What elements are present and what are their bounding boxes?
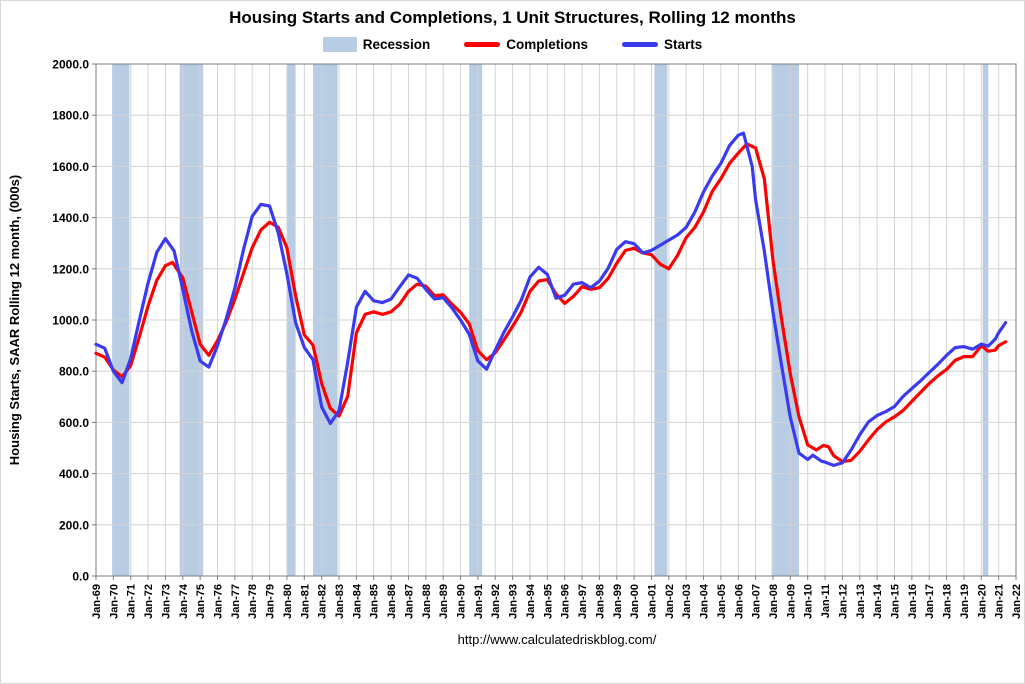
x-tick-label: Jan-12 [837, 584, 849, 619]
x-tick-label: Jan-83 [334, 584, 346, 619]
y-tick-label: 1600.0 [52, 160, 89, 174]
x-tick-label: Jan-88 [421, 584, 433, 619]
x-tick-label: Jan-84 [351, 583, 363, 619]
y-tick-label: 800.0 [59, 365, 89, 379]
x-tick-label: Jan-91 [473, 584, 485, 619]
x-tick-label: Jan-76 [213, 584, 225, 619]
x-tick-label: Jan-77 [230, 584, 242, 619]
x-tick-label: Jan-80 [282, 584, 294, 619]
chart-title: Housing Starts and Completions, 1 Unit S… [229, 8, 796, 27]
recession-swatch [322, 37, 357, 52]
x-tick-label: Jan-78 [247, 584, 259, 619]
x-tick-label: Jan-95 [542, 584, 554, 619]
x-tick-label: Jan-01 [646, 584, 658, 619]
legend-label-completions: Completions [506, 37, 589, 52]
source-url: http://www.calculatedriskblog.com/ [457, 632, 657, 647]
x-tick-label: Jan-73 [160, 584, 172, 619]
y-axis-title: Housing Starts, SAAR Rolling 12 month, (… [7, 175, 22, 465]
x-tick-label: Jan-19 [959, 584, 971, 619]
x-tick-label: Jan-97 [577, 584, 589, 619]
legend: Recession Completions Starts [1, 37, 1024, 52]
x-tick-label: Jan-20 [976, 584, 988, 619]
x-tick-label: Jan-99 [612, 584, 624, 619]
y-tick-label: 2000.0 [52, 58, 89, 72]
x-tick-label: Jan-86 [386, 584, 398, 619]
x-tick-label: Jan-74 [178, 583, 190, 619]
x-tick-label: Jan-79 [265, 584, 277, 619]
x-tick-label: Jan-11 [820, 584, 832, 618]
x-tick-label: Jan-09 [785, 584, 797, 619]
legend-label-recession: Recession [362, 37, 431, 52]
x-tick-label: Jan-98 [594, 584, 606, 619]
starts-swatch [622, 42, 659, 47]
x-tick-label: Jan-96 [560, 584, 572, 619]
completions-swatch [464, 42, 501, 47]
y-tick-label: 1200.0 [52, 262, 89, 276]
y-tick-label: 1800.0 [52, 109, 89, 123]
x-tick-label: Jan-82 [317, 584, 329, 619]
x-tick-label: Jan-92 [490, 584, 502, 619]
x-tick-label: Jan-07 [751, 584, 763, 619]
x-tick-label: Jan-85 [369, 584, 381, 619]
legend-item-completions: Completions [464, 37, 588, 52]
x-tick-label: Jan-90 [456, 584, 468, 619]
x-tick-label: Jan-93 [508, 584, 520, 619]
x-tick-label: Jan-69 [91, 584, 103, 619]
x-tick-label: Jan-04 [699, 583, 711, 619]
x-tick-label: Jan-08 [768, 584, 780, 619]
y-tick-label: 200.0 [59, 518, 89, 532]
x-tick-label: Jan-94 [525, 583, 537, 619]
x-tick-label: Jan-02 [664, 584, 676, 619]
x-tick-label: Jan-72 [143, 584, 155, 619]
x-tick-label: Jan-71 [126, 584, 138, 619]
x-tick-label: Jan-70 [108, 584, 120, 619]
x-tick-label: Jan-89 [438, 584, 450, 619]
x-tick-label: Jan-22 [1011, 584, 1023, 619]
x-tick-label: Jan-13 [855, 584, 867, 619]
plot-border [95, 63, 1017, 577]
x-tick-label: Jan-14 [872, 583, 884, 619]
legend-label-starts: Starts [664, 37, 703, 52]
legend-item-recession: Recession [322, 37, 431, 52]
starts-line [94, 131, 1008, 467]
y-tick-label: 1400.0 [52, 211, 89, 225]
y-tick-label: 600.0 [59, 416, 89, 430]
legend-item-starts: Starts [622, 37, 702, 52]
x-tick-label: Jan-10 [803, 584, 815, 619]
y-tick-label: 0.0 [72, 570, 89, 584]
x-tick-label: Jan-05 [716, 584, 728, 619]
y-tick-label: 1000.0 [52, 314, 89, 328]
plot-area: 0.0 200.0 400.0 600.0 800.0 1000.0 1200.0 1400.… [7, 58, 1023, 619]
x-tick-label: Jan-00 [629, 584, 641, 619]
x-tick-label: Jan-06 [733, 584, 745, 619]
x-tick-label: Jan-16 [907, 584, 919, 619]
x-tick-label: Jan-81 [299, 584, 311, 619]
completions-line [94, 142, 1008, 464]
x-tick-label: Jan-15 [889, 584, 901, 619]
x-tick-label: Jan-75 [195, 584, 207, 619]
x-tick-label: Jan-21 [994, 584, 1006, 619]
x-tick-label: Jan-18 [942, 584, 954, 619]
x-tick-label: Jan-03 [681, 584, 693, 619]
y-tick-label: 400.0 [59, 467, 89, 481]
x-tick-label: Jan-87 [403, 584, 415, 619]
x-tick-label: Jan-17 [924, 584, 936, 619]
